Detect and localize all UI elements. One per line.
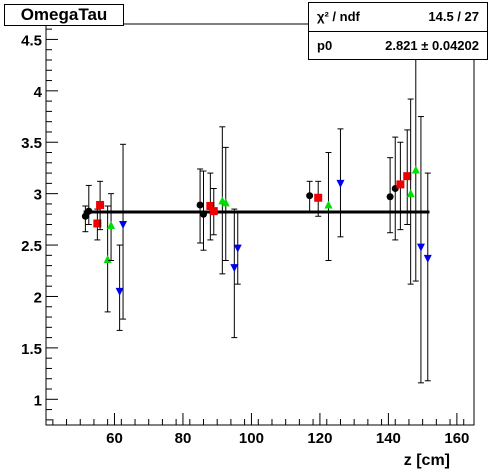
- chi2-label: χ² / ndf: [317, 9, 360, 24]
- axis-ticks: 60 80 100 120 140 160 1 1.5 2 2.5 3 3.5 4 4.5: [21, 28, 469, 447]
- series-square: [93, 129, 412, 241]
- data-point-triangle-up: [221, 198, 230, 207]
- x-tick-label: 120: [307, 430, 332, 447]
- x-tick-label: 100: [239, 430, 264, 447]
- stats-box: χ² / ndf 14.5 / 27 p0 2.821 ± 0.04202: [308, 2, 488, 60]
- data-point-triangle-down: [230, 264, 239, 273]
- data-point-triangle-down: [416, 243, 425, 252]
- y-tick-label: 4.5: [21, 32, 42, 49]
- data-point-triangle-up: [324, 200, 333, 209]
- data-point-circle: [196, 201, 204, 209]
- stats-row-p0: p0 2.821 ± 0.04202: [309, 32, 487, 60]
- data-point-triangle-up: [411, 165, 420, 174]
- data-point-circle: [200, 210, 208, 218]
- data-point-circle: [85, 207, 93, 215]
- data-point-circle: [386, 193, 394, 201]
- data-point-square: [396, 180, 405, 189]
- y-tick-label: 3: [34, 187, 42, 204]
- chart-title: OmegaTau: [4, 4, 124, 26]
- data-point-triangle-down: [115, 287, 124, 296]
- data-point-circle: [306, 192, 314, 200]
- data-points: [81, 57, 432, 384]
- x-tick-label: 160: [444, 430, 469, 447]
- data-point-square: [96, 200, 105, 209]
- series-triangle-up: [103, 57, 420, 313]
- data-point-triangle-down: [119, 221, 128, 229]
- data-point-square: [93, 219, 102, 228]
- y-tick-label: 1.5: [21, 341, 42, 358]
- chi2-value: 14.5 / 27: [428, 9, 479, 24]
- data-point-triangle-up: [103, 254, 112, 263]
- y-tick-label: 4: [34, 84, 43, 101]
- y-tick-label: 2: [34, 289, 42, 306]
- data-point-square: [206, 201, 215, 210]
- data-point-square: [403, 172, 412, 181]
- y-tick-label: 2.5: [21, 238, 42, 255]
- x-tick-label: 140: [376, 430, 401, 447]
- data-point-triangle-down: [423, 254, 432, 263]
- data-point-square: [314, 193, 323, 202]
- data-point-triangle-up: [107, 221, 116, 230]
- stats-row-chi2: χ² / ndf 14.5 / 27: [309, 3, 487, 32]
- p0-label: p0: [317, 38, 333, 53]
- data-point-triangle-down: [233, 244, 242, 253]
- x-tick-label: 80: [175, 430, 192, 447]
- y-tick-label: 3.5: [21, 135, 42, 152]
- data-point-triangle-up: [406, 189, 415, 198]
- data-point-triangle-down: [336, 179, 345, 188]
- series-triangle-down: [115, 116, 432, 384]
- data-point-circle: [81, 212, 89, 220]
- y-tick-label: 1: [34, 392, 42, 409]
- data-point-square: [209, 207, 218, 216]
- p0-value: 2.821 ± 0.04202: [385, 38, 479, 53]
- x-tick-label: 60: [106, 430, 123, 447]
- x-axis-title: z [cm]: [403, 452, 450, 469]
- series-circle: [81, 136, 399, 251]
